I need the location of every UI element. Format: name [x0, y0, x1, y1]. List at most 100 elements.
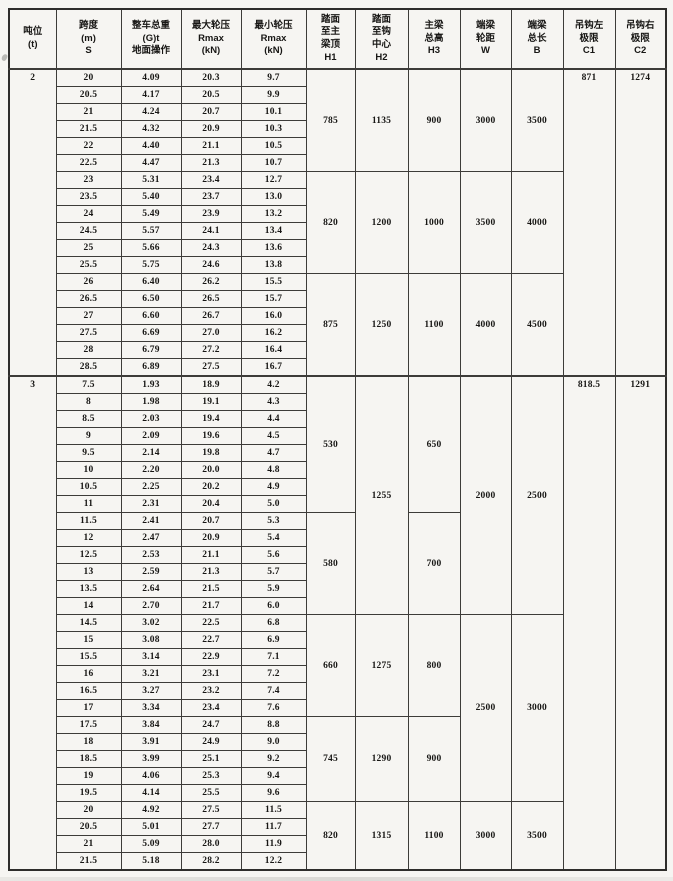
cell-rmax: 28.2 — [180, 852, 242, 871]
header-b: 端梁 总长 B — [510, 8, 564, 70]
cell-rmin: 6.0 — [240, 597, 307, 615]
cell-span: 11 — [55, 495, 122, 513]
cell-span: 14 — [55, 597, 122, 615]
header-c2: 吊钩右 极限 C2 — [614, 8, 667, 70]
cell-rmax: 20.9 — [180, 529, 242, 547]
cell-weight: 6.89 — [120, 358, 182, 377]
table-row: 12 2.47 20.9 5.4 — [9, 529, 666, 547]
cell-h1: 530 — [305, 375, 356, 513]
cell-tonnage: 3 — [8, 375, 57, 871]
cell-weight: 2.53 — [120, 546, 182, 564]
cell-span: 20.5 — [55, 86, 122, 104]
cell-h3: 650 — [407, 375, 461, 513]
cell-span: 25.5 — [55, 256, 122, 274]
cell-rmax: 21.3 — [180, 154, 242, 172]
cell-span: 8 — [55, 393, 122, 411]
cell-weight: 5.18 — [120, 852, 182, 871]
table-row: 21.5 5.18 28.2 12.2 — [9, 852, 666, 871]
cell-span: 17 — [55, 699, 122, 717]
cell-rmax: 25.5 — [180, 784, 242, 802]
cell-weight: 3.84 — [120, 716, 182, 734]
cell-rmax: 22.5 — [180, 614, 242, 632]
cell-rmin: 13.4 — [240, 222, 307, 240]
cell-rmin: 5.3 — [240, 512, 307, 530]
cell-weight: 3.08 — [120, 631, 182, 649]
cell-rmin: 10.3 — [240, 120, 307, 138]
cell-rmax: 27.2 — [180, 341, 242, 359]
table-row: 10.5 2.25 20.2 4.9 — [9, 478, 666, 496]
cell-b: 3500 — [510, 801, 564, 871]
cell-rmax: 24.1 — [180, 222, 242, 240]
cell-weight: 2.09 — [120, 427, 182, 445]
cell-weight: 3.34 — [120, 699, 182, 717]
cell-weight: 5.09 — [120, 835, 182, 853]
table-row: 9.5 2.14 19.8 4.7 — [9, 444, 666, 462]
cell-weight: 4.24 — [120, 103, 182, 121]
cell-span: 9.5 — [55, 444, 122, 462]
cell-span: 13 — [55, 563, 122, 581]
cell-rmin: 4.7 — [240, 444, 307, 462]
cell-weight: 4.47 — [120, 154, 182, 172]
table-row: 24 5.49 23.9 13.2 — [9, 205, 666, 223]
cell-weight: 4.09 — [120, 68, 182, 87]
cell-c1: 871 — [562, 68, 616, 377]
cell-rmin: 9.7 — [240, 68, 307, 87]
cell-rmax: 19.4 — [180, 410, 242, 428]
cell-rmin: 7.6 — [240, 699, 307, 717]
cell-span: 12 — [55, 529, 122, 547]
cell-rmin: 11.5 — [240, 801, 307, 819]
cell-rmax: 21.5 — [180, 580, 242, 598]
cell-h1: 820 — [305, 801, 356, 871]
cell-rmin: 13.2 — [240, 205, 307, 223]
cell-rmin: 13.6 — [240, 239, 307, 257]
cell-h1: 820 — [305, 171, 356, 274]
cell-span: 28 — [55, 341, 122, 359]
cell-w: 3000 — [459, 801, 512, 871]
cell-weight: 3.27 — [120, 682, 182, 700]
table-row: 9 2.09 19.6 4.5 — [9, 427, 666, 445]
cell-rmin: 10.5 — [240, 137, 307, 155]
cell-rmax: 27.5 — [180, 801, 242, 819]
cell-rmax: 24.7 — [180, 716, 242, 734]
table-row: 20 4.92 27.5 11.5 820 1315 1100 3000 3500 — [9, 801, 666, 871]
table-header: 吨位 (t) 跨度 (m) S 整车总重 (G)t 地面操作 最大轮压 Rmax (k… — [8, 8, 667, 70]
cell-h1: 745 — [305, 716, 356, 802]
table-row: 18 3.91 24.9 9.0 — [9, 733, 666, 751]
cell-span: 20 — [55, 801, 122, 819]
cell-rmax: 22.7 — [180, 631, 242, 649]
cell-h2: 1290 — [354, 716, 409, 802]
table-row: 19.5 4.14 25.5 9.6 — [9, 784, 666, 802]
table-row: 23.5 5.40 23.7 13.0 — [9, 188, 666, 206]
cell-span: 12.5 — [55, 546, 122, 564]
cell-rmax: 23.1 — [180, 665, 242, 683]
cell-rmin: 10.7 — [240, 154, 307, 172]
cell-rmin: 15.7 — [240, 290, 307, 308]
cell-span: 24.5 — [55, 222, 122, 240]
cell-weight: 3.02 — [120, 614, 182, 632]
cell-span: 22 — [55, 137, 122, 155]
cell-span: 21.5 — [55, 852, 122, 871]
cell-weight: 4.14 — [120, 784, 182, 802]
cell-rmin: 4.3 — [240, 393, 307, 411]
cell-weight: 6.50 — [120, 290, 182, 308]
cell-h2: 1275 — [354, 614, 409, 717]
cell-rmin: 13.0 — [240, 188, 307, 206]
cell-h1: 875 — [305, 273, 356, 377]
cell-rmin: 7.2 — [240, 665, 307, 683]
cell-rmax: 18.9 — [180, 375, 242, 394]
cell-rmax: 27.0 — [180, 324, 242, 342]
cell-rmin: 4.5 — [240, 427, 307, 445]
table-row: 3 7.5 1.93 18.9 4.2 530 1255 650 2000 2500 818.5 12… — [8, 375, 667, 871]
cell-h2: 1315 — [354, 801, 409, 871]
cell-weight: 3.14 — [120, 648, 182, 666]
cell-h3: 1000 — [407, 171, 461, 274]
table-row: 23 5.31 23.4 12.7 820 1200 1000 3500 4000 — [9, 171, 666, 274]
cell-weight: 4.40 — [120, 137, 182, 155]
cell-h1: 580 — [305, 512, 356, 615]
cell-rmax: 23.2 — [180, 682, 242, 700]
cell-rmax: 23.7 — [180, 188, 242, 206]
cell-b: 4000 — [510, 171, 564, 274]
table-row: 21.5 4.32 20.9 10.3 — [9, 120, 666, 138]
cell-span: 26 — [55, 273, 122, 291]
cell-weight: 2.41 — [120, 512, 182, 530]
